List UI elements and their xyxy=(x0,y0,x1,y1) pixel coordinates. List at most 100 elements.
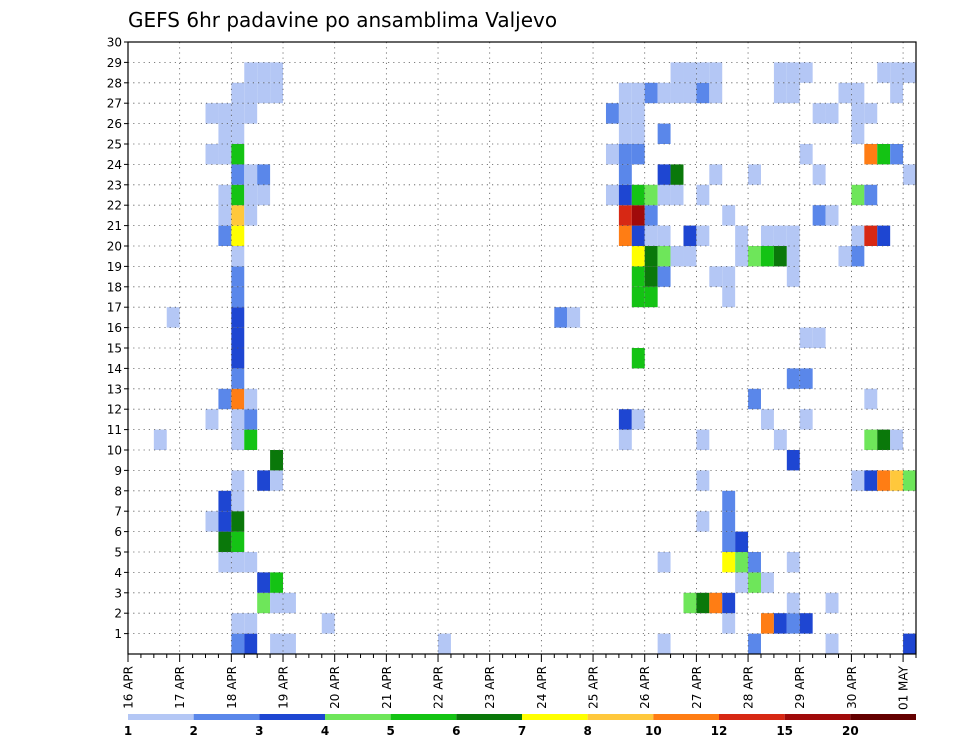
x-tick-label: 29 APR xyxy=(793,666,807,709)
heatmap-cell xyxy=(231,123,245,144)
heatmap-cell xyxy=(605,103,619,124)
heatmap-cell xyxy=(257,470,271,491)
heatmap-cell xyxy=(890,62,904,83)
heatmap-cell xyxy=(231,368,245,389)
heatmap-cell xyxy=(683,592,697,614)
y-tick-label: 10 xyxy=(107,444,122,458)
heatmap-cell xyxy=(825,205,839,226)
colorbar-swatch xyxy=(390,714,457,720)
heatmap-cell xyxy=(644,184,658,206)
heatmap-cell xyxy=(231,205,245,226)
heatmap-cell xyxy=(631,82,645,104)
heatmap-cell xyxy=(864,429,878,450)
heatmap-cell xyxy=(890,144,904,165)
heatmap-cell xyxy=(618,123,632,144)
heatmap-cell xyxy=(812,103,826,124)
heatmap-cell xyxy=(799,613,813,634)
heatmap-cell xyxy=(244,164,258,185)
colorbar-label: 20 xyxy=(842,724,859,738)
heatmap-cell xyxy=(864,470,878,491)
heatmap-cell xyxy=(760,409,774,430)
heatmap-cell xyxy=(709,62,723,83)
x-tick-label: 21 APR xyxy=(380,666,394,709)
heatmap-cell xyxy=(244,82,258,104)
heatmap-cell xyxy=(851,123,865,144)
colorbar-swatch xyxy=(850,714,916,720)
heatmap-cell xyxy=(735,531,749,552)
y-tick-label: 25 xyxy=(107,138,122,152)
heatmap-cell xyxy=(877,470,891,491)
heatmap-cell xyxy=(773,62,787,83)
heatmap-cell xyxy=(786,552,800,573)
heatmap-cell xyxy=(231,511,245,532)
heatmap-cell xyxy=(218,103,232,124)
x-tick-label: 28 APR xyxy=(742,666,756,709)
heatmap-cell xyxy=(244,409,258,430)
heatmap-cell xyxy=(709,592,723,614)
heatmap-cell xyxy=(231,429,245,450)
heatmap-cell xyxy=(903,62,916,83)
heatmap-cell xyxy=(218,511,232,532)
heatmap-cell xyxy=(618,103,632,124)
heatmap-cell xyxy=(631,286,645,308)
heatmap-cell xyxy=(657,225,671,246)
heatmap-cell xyxy=(722,490,736,512)
x-tick-label: 26 APR xyxy=(638,666,652,709)
heatmap-cell xyxy=(890,82,904,104)
heatmap-cell xyxy=(696,511,710,532)
heatmap-cell xyxy=(760,572,774,593)
heatmap-cell xyxy=(218,490,232,512)
colorbar-label: 7 xyxy=(518,724,526,738)
heatmap-cell xyxy=(231,633,245,654)
heatmap-cell xyxy=(696,184,710,206)
colorbar-label: 4 xyxy=(321,724,329,738)
heatmap-cell xyxy=(722,286,736,308)
heatmap-cell xyxy=(644,82,658,104)
y-tick-label: 4 xyxy=(114,566,122,580)
heatmap-cell xyxy=(696,62,710,83)
colorbar-swatch xyxy=(193,714,260,720)
heatmap-cell xyxy=(618,82,632,104)
heatmap-cell xyxy=(244,184,258,206)
y-tick-label: 16 xyxy=(107,321,122,335)
heatmap-cell xyxy=(748,164,761,185)
y-tick-label: 15 xyxy=(107,342,122,356)
heatmap-cell xyxy=(631,348,645,369)
heatmap-cell xyxy=(786,368,800,389)
heatmap-cell xyxy=(812,164,826,185)
heatmap-cell xyxy=(799,62,813,83)
heatmap-cell xyxy=(864,144,878,165)
heatmap-cell xyxy=(205,103,219,124)
heatmap-cell xyxy=(877,62,891,83)
heatmap-cell xyxy=(218,552,232,573)
heatmap-cell xyxy=(244,62,258,83)
y-tick-label: 1 xyxy=(114,627,122,641)
colorbar-legend: 1 2 3 4 5 6 7 8 10 12 15 20 xyxy=(124,714,916,738)
heatmap-cell xyxy=(799,144,813,165)
y-tick-label: 23 xyxy=(107,178,122,192)
heatmap-cell xyxy=(683,62,697,83)
y-axis-ticks: 1234567891011121314151617181920212223242… xyxy=(107,36,128,641)
heatmap-cell xyxy=(890,470,904,491)
x-tick-label: 25 APR xyxy=(587,666,601,709)
heatmap-cell xyxy=(257,164,271,185)
heatmap-cell xyxy=(864,103,878,124)
heatmap-cell xyxy=(231,552,245,573)
heatmap-cell xyxy=(748,388,761,410)
heatmap-cell xyxy=(657,82,671,104)
heatmap-cell xyxy=(231,348,245,369)
heatmap-cell xyxy=(270,633,284,654)
heatmap-cell xyxy=(722,205,736,226)
heatmap-cell xyxy=(631,246,645,267)
colorbar-label: 8 xyxy=(583,724,591,738)
heatmap-cell xyxy=(709,164,723,185)
heatmap-cell xyxy=(618,205,632,226)
heatmap-cell xyxy=(257,184,271,206)
colorbar-swatch xyxy=(784,714,851,720)
heatmap-cell xyxy=(838,82,852,104)
heatmap-cell xyxy=(748,552,761,573)
heatmap-cell xyxy=(799,409,813,430)
x-tick-label: 27 APR xyxy=(690,666,704,709)
heatmap-cell xyxy=(205,144,219,165)
